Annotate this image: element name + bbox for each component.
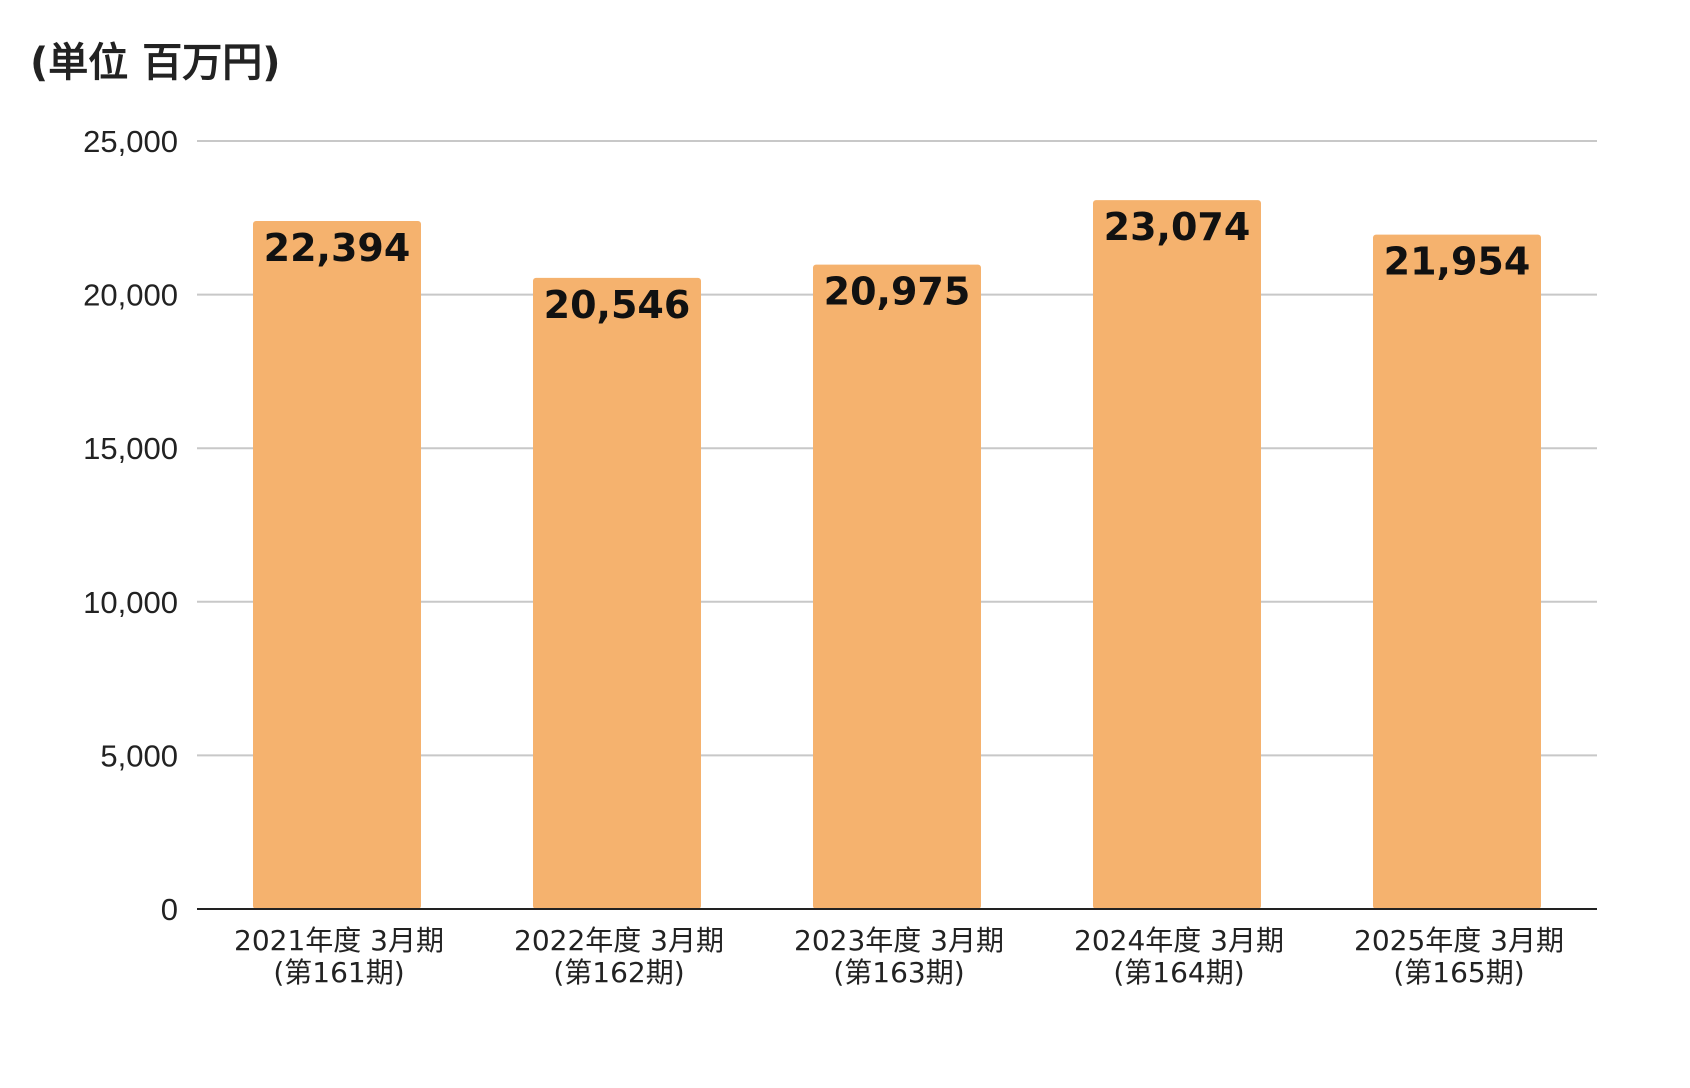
x-tick-label: 2025年度 3月期 xyxy=(1354,924,1564,957)
x-tick-sublabel: (第163期) xyxy=(833,956,964,989)
x-tick-label: 2023年度 3月期 xyxy=(794,924,1004,957)
x-tick-sublabel: (第165期) xyxy=(1393,956,1524,989)
y-tick-label: 0 xyxy=(161,892,178,927)
y-tick-label: 15,000 xyxy=(83,431,178,466)
bar-1 xyxy=(253,221,421,909)
x-tick-sublabel: (第164期) xyxy=(1113,956,1244,989)
y-tick-label: 25,000 xyxy=(83,124,178,159)
y-tick-label: 20,000 xyxy=(83,278,178,313)
x-tick-sublabel: (第162期) xyxy=(553,956,684,989)
data-label-4: 23,074 xyxy=(1104,205,1251,249)
bar-5 xyxy=(1373,234,1541,909)
x-tick-label: 2021年度 3月期 xyxy=(234,924,444,957)
x-tick-label: 2022年度 3月期 xyxy=(514,924,724,957)
data-label-1: 22,394 xyxy=(264,226,411,270)
bar-3 xyxy=(813,264,981,909)
bar-4 xyxy=(1093,200,1261,909)
unit-label: (単位 百万円) xyxy=(30,40,281,86)
x-tick-label: 2024年度 3月期 xyxy=(1074,924,1284,957)
data-label-3: 20,975 xyxy=(824,270,971,314)
data-label-2: 20,546 xyxy=(544,283,691,327)
x-tick-sublabel: (第161期) xyxy=(273,956,404,989)
y-tick-label: 5,000 xyxy=(100,738,178,773)
y-tick-label: 10,000 xyxy=(83,585,178,620)
bar-2 xyxy=(533,277,701,909)
data-label-5: 21,954 xyxy=(1384,240,1531,284)
